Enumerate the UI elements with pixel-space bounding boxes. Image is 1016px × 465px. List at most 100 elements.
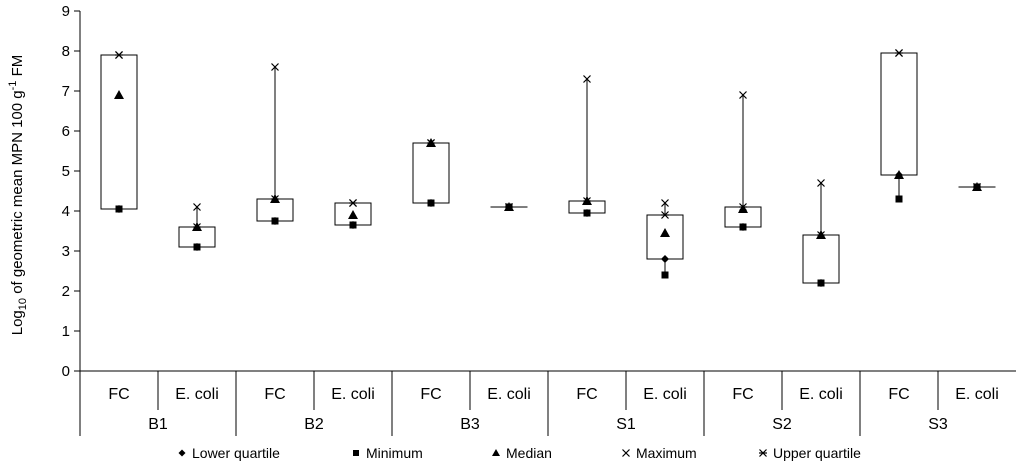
y-tick-label: 8 bbox=[62, 43, 70, 60]
subcategory-label: FC bbox=[576, 386, 597, 403]
upper-quartile-marker bbox=[739, 203, 747, 211]
max-marker bbox=[193, 203, 201, 211]
group-label: S2 bbox=[772, 416, 792, 433]
upper-quartile-marker bbox=[817, 231, 825, 239]
box-s3-ecoli bbox=[958, 182, 996, 191]
box-b2-fc bbox=[256, 63, 294, 225]
legend: Lower quartile Minimum Median Maximum Upper … bbox=[178, 445, 861, 461]
y-axis-ticks: 0 1 2 3 4 5 6 7 8 9 bbox=[62, 3, 80, 380]
box-rect bbox=[412, 142, 450, 204]
y-tick-label: 2 bbox=[62, 283, 70, 300]
legend-label: Median bbox=[506, 445, 552, 461]
upper-quartile-marker bbox=[427, 139, 435, 147]
group-label: B3 bbox=[460, 416, 480, 433]
min-marker bbox=[817, 279, 825, 287]
subcategory-label: E. coli bbox=[643, 386, 687, 403]
box-s2-ecoli bbox=[802, 179, 840, 287]
median-marker bbox=[660, 228, 670, 237]
min-marker bbox=[193, 243, 201, 251]
box-b2-ecoli bbox=[334, 199, 372, 229]
subcategory-label: E. coli bbox=[175, 386, 219, 403]
box-s3-fc bbox=[880, 49, 918, 203]
max-marker bbox=[271, 63, 279, 71]
min-marker bbox=[583, 209, 591, 217]
subcategory-label: E. coli bbox=[799, 386, 843, 403]
subcategory-label: E. coli bbox=[331, 386, 375, 403]
group-label: S1 bbox=[616, 416, 636, 433]
subcategory-label: FC bbox=[420, 386, 441, 403]
y-tick-label: 5 bbox=[62, 163, 70, 180]
legend-marker-triangle bbox=[492, 449, 500, 456]
box-b3-fc bbox=[412, 138, 450, 207]
upper-quartile-marker bbox=[271, 195, 279, 203]
max-marker bbox=[817, 179, 825, 187]
legend-marker-star bbox=[759, 449, 767, 457]
box-rect bbox=[100, 54, 138, 210]
upper-quartile-marker bbox=[505, 203, 513, 211]
legend-label: Maximum bbox=[636, 445, 697, 461]
legend-label: Lower quartile bbox=[192, 445, 280, 461]
min-marker bbox=[895, 195, 903, 203]
legend-item: Lower quartile bbox=[178, 445, 280, 461]
y-tick-label: 7 bbox=[62, 83, 70, 100]
box-s2-fc bbox=[724, 91, 762, 231]
upper-quartile-marker bbox=[895, 49, 903, 57]
box-s1-fc bbox=[568, 75, 606, 217]
median-marker bbox=[348, 210, 358, 219]
legend-item: Median bbox=[492, 445, 552, 461]
upper-quartile-marker bbox=[193, 223, 201, 231]
y-axis-label: Log10 of geometric mean MPN 100 g-1 FM bbox=[7, 55, 29, 336]
subcategory-label: FC bbox=[732, 386, 753, 403]
legend-marker-x bbox=[622, 449, 630, 457]
y-tick-label: 9 bbox=[62, 3, 70, 20]
min-marker bbox=[427, 199, 435, 207]
box-rect bbox=[880, 52, 918, 176]
group-label: S3 bbox=[928, 416, 948, 433]
legend-label: Upper quartile bbox=[773, 445, 861, 461]
y-tick-label: 3 bbox=[62, 243, 70, 260]
y-tick-label: 0 bbox=[62, 363, 70, 380]
subcategory-label: FC bbox=[264, 386, 285, 403]
min-marker bbox=[661, 271, 669, 279]
subcategory-label: E. coli bbox=[487, 386, 531, 403]
upper-quartile-marker bbox=[661, 211, 669, 219]
subcategory-label: E. coli bbox=[955, 386, 999, 403]
min-marker bbox=[271, 217, 279, 225]
upper-quartile-marker bbox=[583, 197, 591, 205]
legend-marker-diamond bbox=[178, 449, 186, 457]
max-marker bbox=[739, 91, 747, 99]
lower-quartile-marker bbox=[661, 255, 669, 263]
category-axis: FC E. coli FC E. coli FC E. coli FC E. coli FC E.… bbox=[79, 371, 999, 436]
min-marker bbox=[115, 205, 123, 213]
min-marker bbox=[349, 221, 357, 229]
legend-item: Minimum bbox=[353, 445, 423, 461]
box-b1-fc bbox=[100, 51, 138, 213]
y-tick-label: 1 bbox=[62, 323, 70, 340]
y-tick-label: 6 bbox=[62, 123, 70, 140]
legend-item: Upper quartile bbox=[759, 445, 861, 461]
subcategory-label: FC bbox=[108, 386, 129, 403]
max-marker bbox=[661, 199, 669, 207]
box-plot-series bbox=[100, 49, 996, 287]
box-b3-ecoli bbox=[490, 202, 528, 211]
legend-marker-square bbox=[353, 450, 359, 456]
max-marker bbox=[583, 75, 591, 83]
box-b1-ecoli bbox=[178, 203, 216, 251]
y-tick-label: 4 bbox=[62, 203, 70, 220]
axes bbox=[79, 11, 1016, 372]
median-marker bbox=[114, 90, 124, 99]
group-label: B2 bbox=[304, 416, 324, 433]
upper-quartile-marker bbox=[973, 183, 981, 191]
upper-quartile-marker bbox=[115, 51, 123, 59]
legend-item: Maximum bbox=[622, 445, 697, 461]
group-label: B1 bbox=[148, 416, 168, 433]
median-marker bbox=[738, 204, 748, 213]
legend-label: Minimum bbox=[366, 445, 423, 461]
min-marker bbox=[739, 223, 747, 231]
box-s1-ecoli bbox=[646, 199, 684, 279]
median-marker bbox=[894, 170, 904, 179]
box-rect bbox=[802, 234, 840, 284]
upper-quartile-marker bbox=[349, 199, 357, 207]
subcategory-label: FC bbox=[888, 386, 909, 403]
